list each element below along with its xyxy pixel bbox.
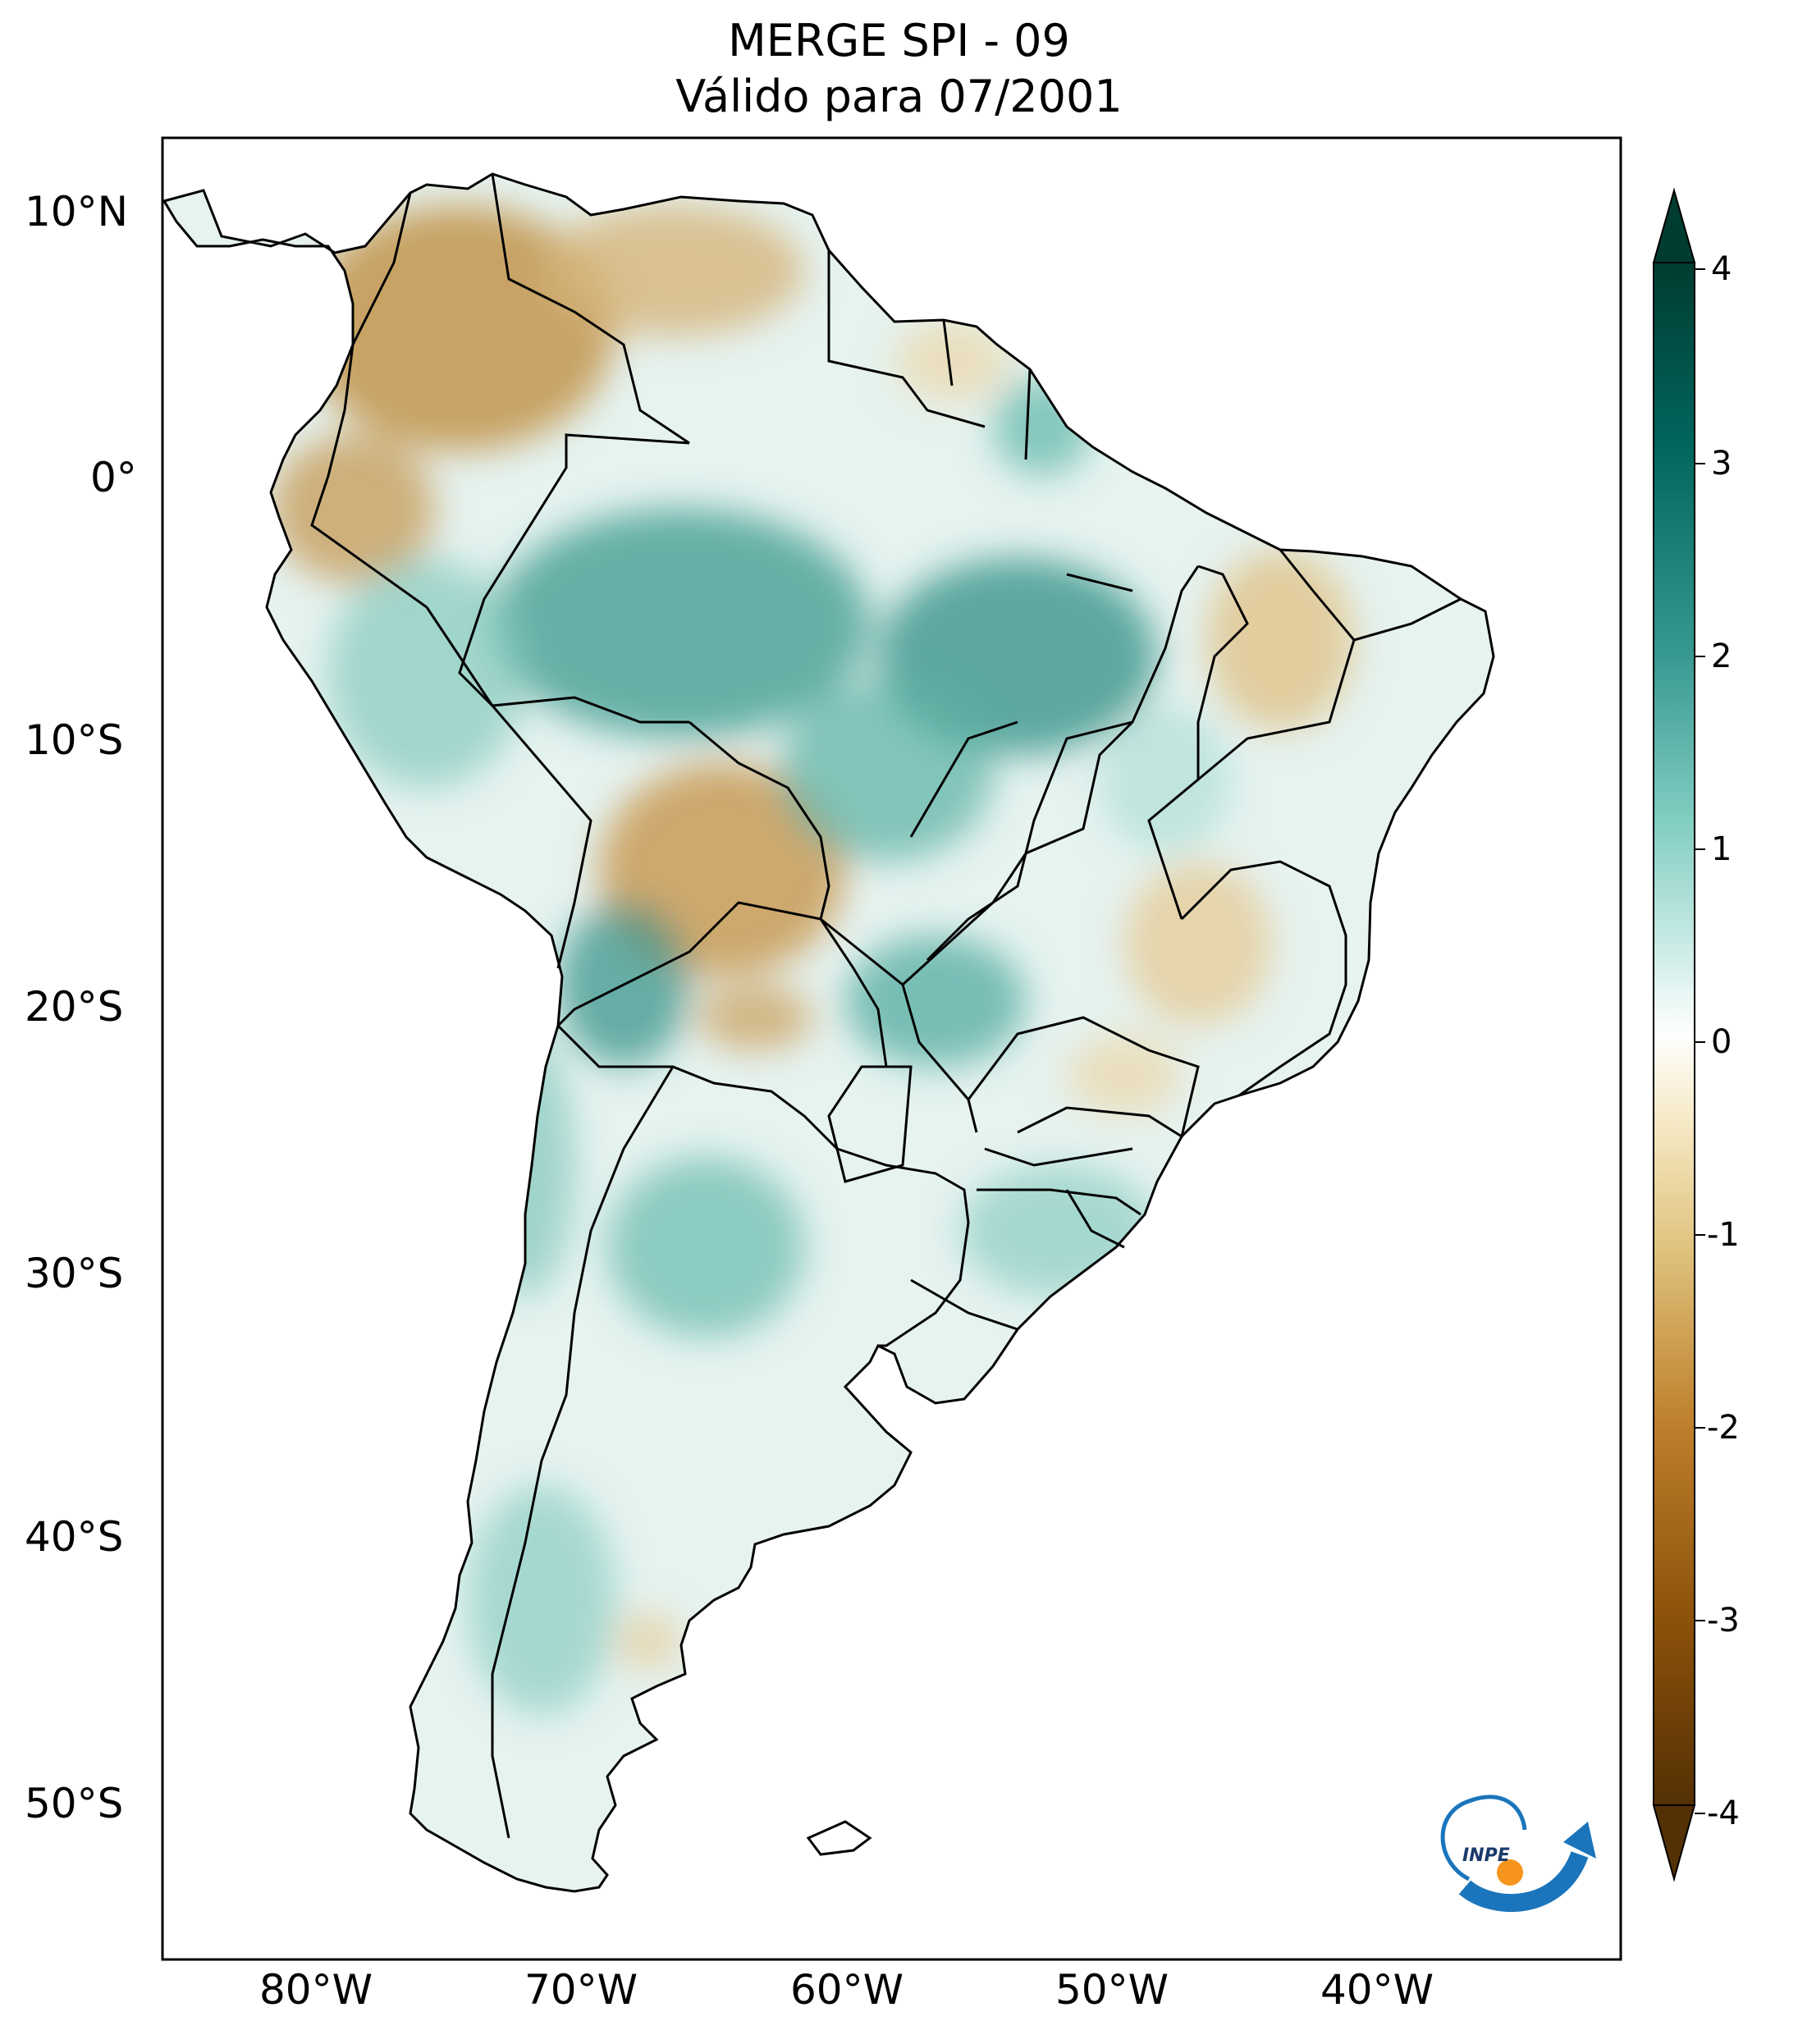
colorbar-tick-0: 0 <box>1711 1023 1732 1061</box>
lat-label-50s: 50°S <box>25 1780 124 1827</box>
continent-outline <box>162 172 1495 1893</box>
colorbar-tick-neg3: -3 <box>1707 1602 1740 1639</box>
colorbar-max-arrow <box>1652 187 1696 263</box>
map-title: MERGE SPI - 09 <box>728 15 1070 66</box>
colorbar-gradient <box>1653 262 1695 1806</box>
colorbar-tick-2: 2 <box>1711 638 1732 675</box>
lat-label-0: 0° <box>90 454 137 501</box>
colorbar-tick-3: 3 <box>1711 445 1732 482</box>
map-subtitle: Válido para 07/2001 <box>675 71 1123 122</box>
lat-label-40s: 40°S <box>25 1513 124 1561</box>
lon-label-80w: 80°W <box>258 1966 373 2014</box>
inpe-logo-text: INPE <box>1462 1845 1510 1866</box>
lat-label-20s: 20°S <box>25 983 124 1031</box>
lon-label-60w: 60°W <box>789 1966 904 2014</box>
lat-label-10s: 10°S <box>25 716 124 764</box>
lon-label-70w: 70°W <box>524 1966 638 2014</box>
colorbar-tick-neg1: -1 <box>1707 1216 1740 1254</box>
colorbar-tick-1: 1 <box>1711 830 1732 868</box>
lon-label-50w: 50°W <box>1055 1966 1169 2014</box>
colorbar-tick-neg2: -2 <box>1707 1409 1740 1447</box>
colorbar-tick-neg4: -4 <box>1707 1795 1740 1832</box>
lat-label-30s: 30°S <box>25 1250 124 1297</box>
colorbar <box>1652 187 1705 1882</box>
lon-label-40w: 40°W <box>1320 1966 1434 2014</box>
colorbar-tick-4: 4 <box>1711 250 1732 288</box>
lat-label-10n: 10°N <box>25 188 129 235</box>
colorbar-min-arrow <box>1652 1804 1696 1882</box>
inpe-logo <box>1440 1795 1596 1913</box>
borders <box>310 173 1462 1856</box>
